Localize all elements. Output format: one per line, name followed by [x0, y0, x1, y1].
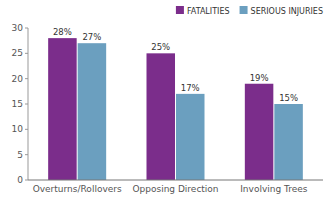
bar	[274, 104, 303, 180]
data-label: 17%	[181, 83, 200, 93]
bar	[78, 43, 107, 180]
y-axis-line	[28, 28, 29, 180]
x-tick-label: Overturns/Rollovers	[33, 184, 122, 194]
chart: 0 5 10 15 20 25 30 28% 25% 19% 27% 17% 15% Overturns/…	[0, 0, 331, 200]
bar	[147, 53, 176, 180]
data-label: 25%	[151, 42, 170, 52]
legend-item: SERIOUS INJURIES	[240, 6, 323, 16]
x-axis-line	[28, 180, 323, 181]
y-tick-label: 30	[12, 23, 24, 33]
data-label: 15%	[279, 93, 298, 103]
legend: FATALITIES SERIOUS INJURIES	[176, 6, 323, 16]
legend-item: FATALITIES	[176, 6, 230, 16]
data-label: 19%	[250, 73, 269, 83]
y-tick-label: 10	[12, 124, 24, 134]
data-label: 28%	[53, 27, 72, 37]
y-tick-label: 0	[17, 175, 23, 185]
bar	[176, 94, 205, 180]
y-tick-label: 5	[17, 150, 23, 160]
bar	[48, 38, 77, 180]
data-labels: 28% 25% 19% 27% 17% 15%	[53, 27, 298, 103]
legend-swatch	[240, 6, 248, 14]
x-tick-label: Involving Trees	[240, 184, 308, 194]
legend-label: FATALITIES	[187, 7, 230, 16]
data-label: 27%	[82, 32, 101, 42]
y-tick-label: 20	[12, 74, 24, 84]
bar	[245, 84, 273, 180]
x-tick-label: Opposing Direction	[132, 184, 218, 194]
y-tick-label: 25	[12, 48, 23, 58]
legend-swatch	[176, 6, 184, 14]
legend-label: SERIOUS INJURIES	[251, 7, 323, 16]
bars	[48, 38, 303, 180]
y-tick-label: 15	[12, 99, 23, 109]
